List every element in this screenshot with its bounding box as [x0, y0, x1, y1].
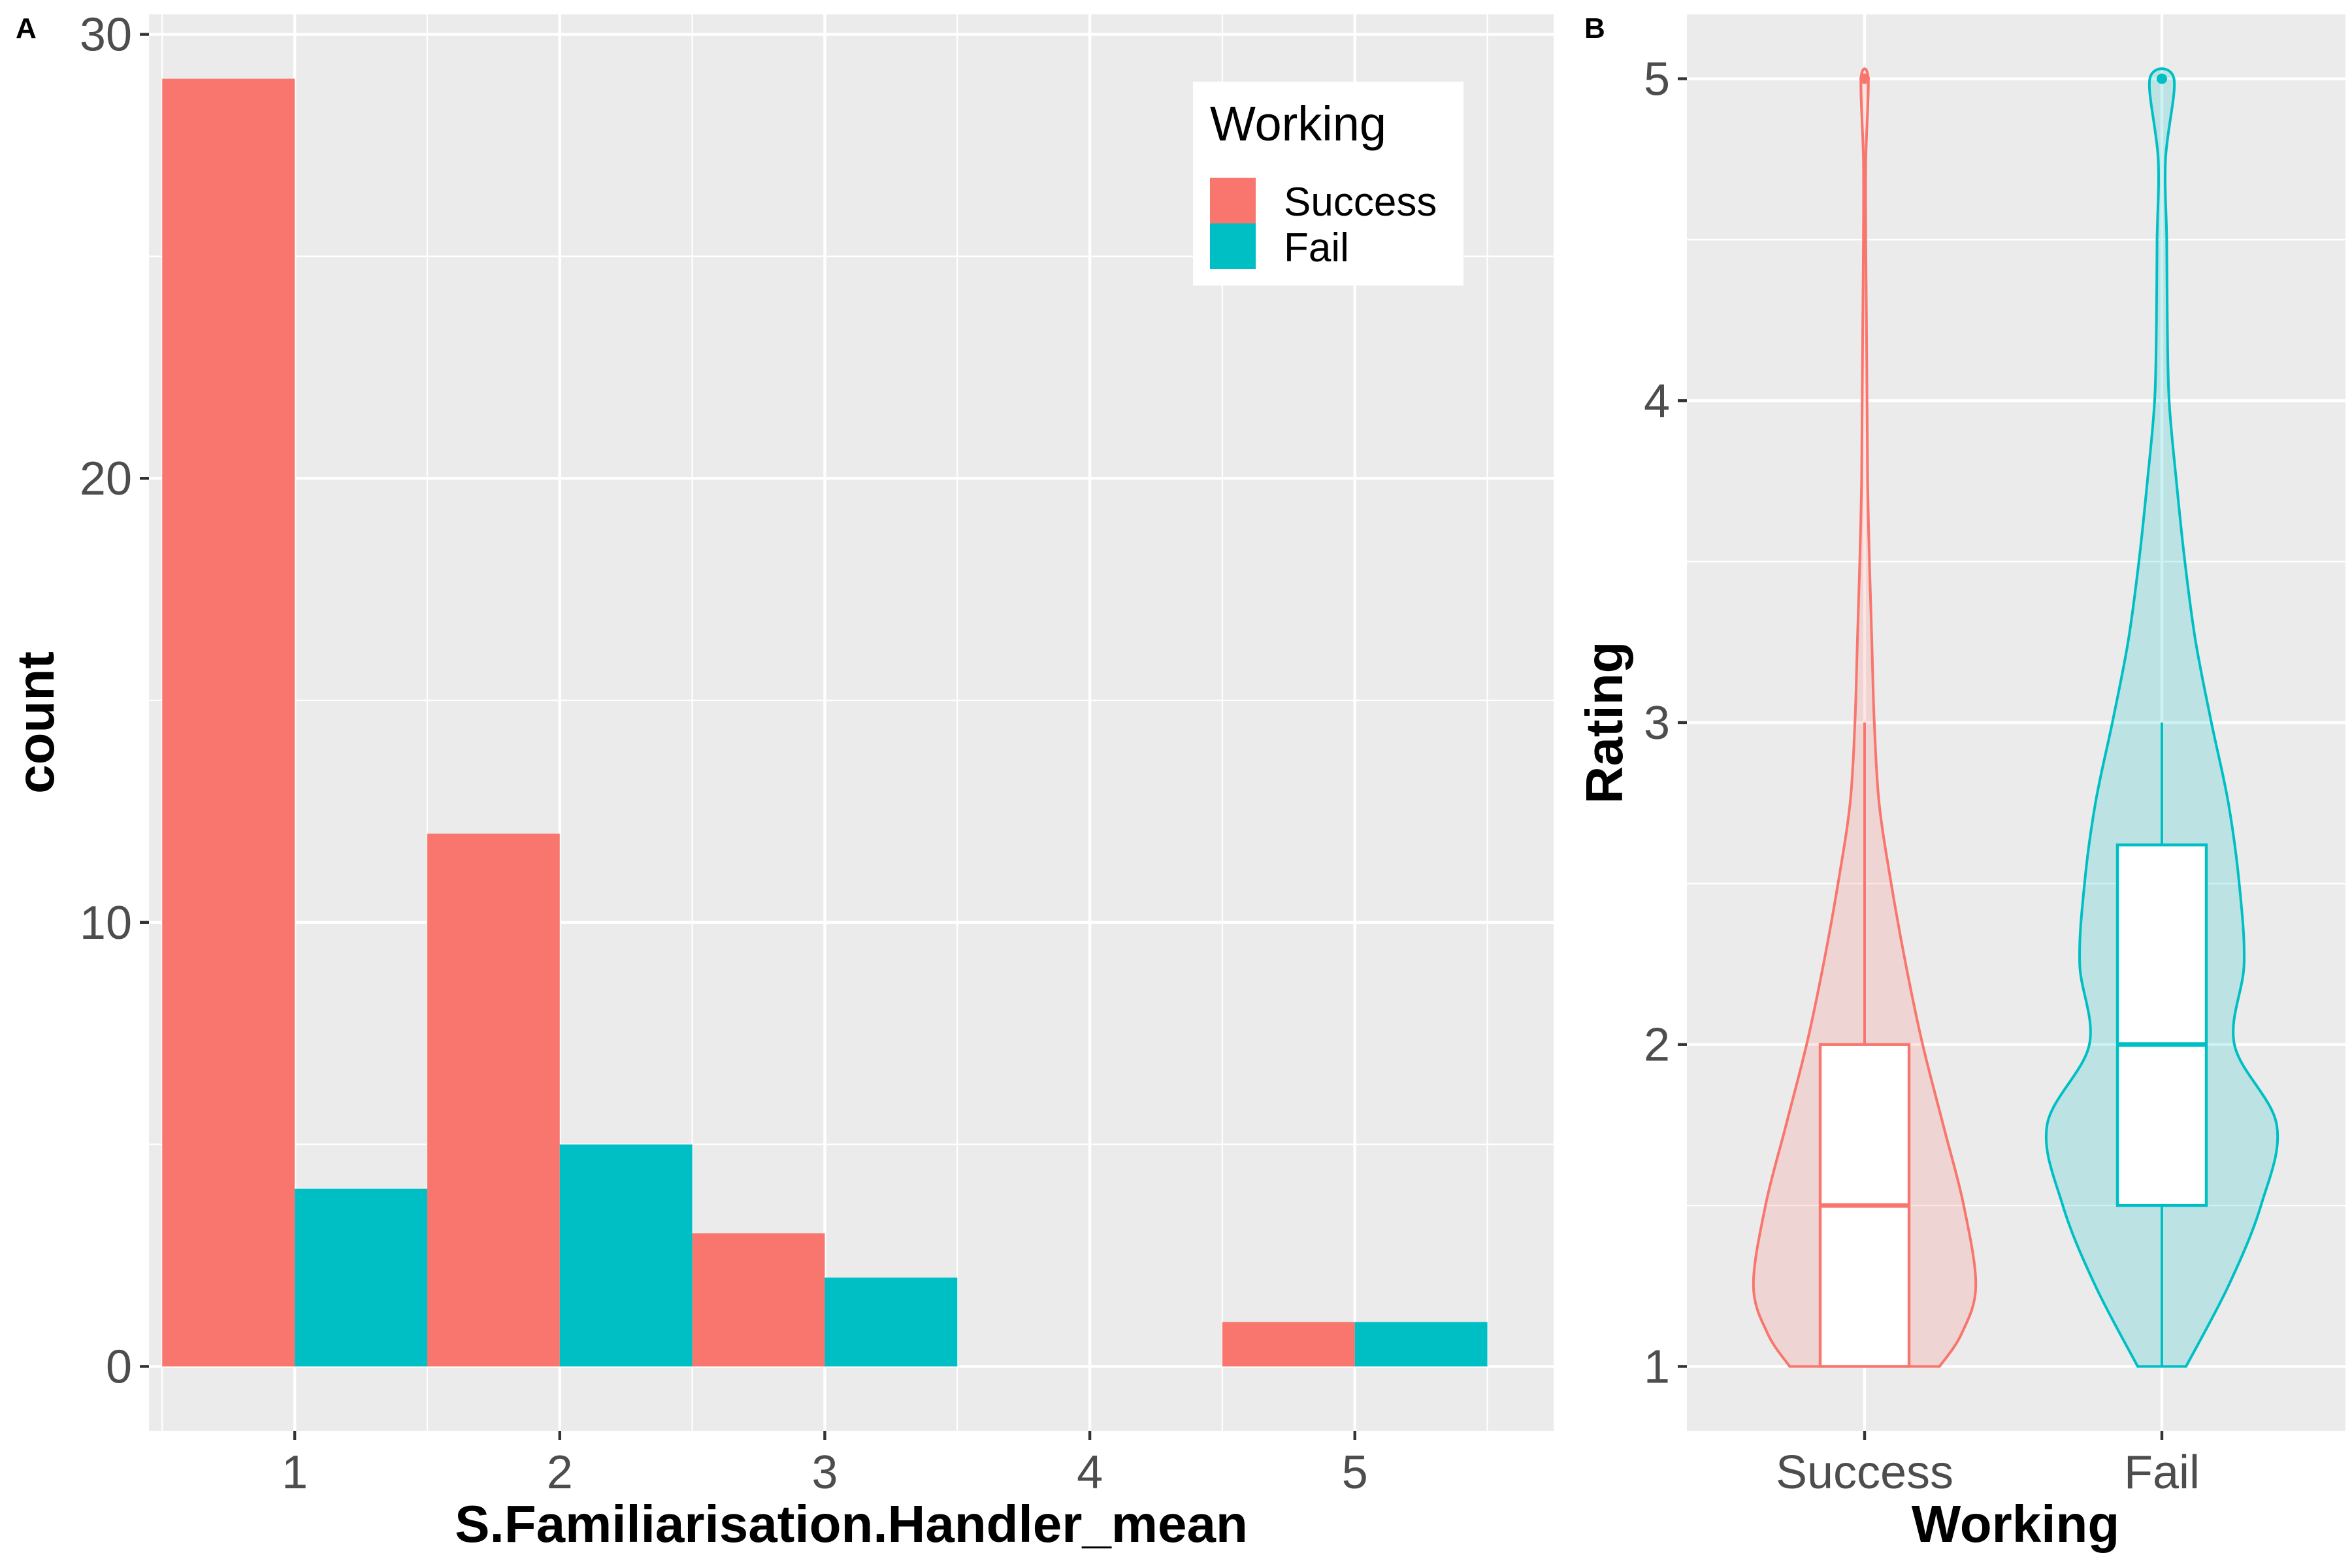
panel-b-letter: B [1584, 12, 1605, 44]
box-fail [2115, 843, 2208, 1207]
panel-a-gridlines [149, 14, 1554, 1431]
panel-b-y-tick-label: 5 [1644, 54, 1670, 106]
panel-b-axes: 1 2 3 4 5 Success Fail [1644, 54, 2200, 1499]
panel-b-y-tick-label: 4 [1644, 375, 1670, 427]
panel-a-y-axis-title: count [7, 651, 65, 794]
bar-fail-x1 [295, 1188, 427, 1367]
legend-title: Working [1210, 97, 1386, 151]
panel-a-y-tick-label: 30 [80, 9, 132, 61]
bar-fail-x2 [559, 1144, 693, 1367]
bar-success-x1 [162, 78, 295, 1367]
panel-a-x-tick-label: 5 [1342, 1446, 1368, 1499]
panel-b-x-tick-label: Success [1776, 1446, 1953, 1499]
panel-a-x-axis-title: S.Familiarisation.Handler_mean [455, 1495, 1248, 1553]
panel-b-x-axis-title: Working [1912, 1495, 2120, 1553]
legend-key-success [1210, 178, 1256, 223]
panel-a-axes: 0 10 20 30 1 2 3 4 5 [80, 9, 1368, 1499]
outlier-fail [2157, 73, 2167, 84]
panel-b-y-tick-label: 2 [1644, 1019, 1670, 1071]
panel-b: B 1 2 3 4 5 Success Fail Working Rating [1575, 12, 2345, 1553]
panel-a-x-tick-label: 4 [1077, 1446, 1103, 1499]
panel-a-y-tick-label: 20 [80, 453, 132, 505]
bar-fail-x3 [825, 1277, 958, 1367]
panel-a-y-tick-label: 0 [106, 1341, 132, 1393]
bar-success-x3 [692, 1233, 825, 1367]
panel-b-y-tick-label: 3 [1644, 697, 1670, 749]
bar-success-x5 [1222, 1322, 1355, 1367]
violin-success [1752, 67, 1978, 1368]
outlier-success [1859, 73, 1870, 84]
legend-key-fail [1210, 223, 1256, 269]
legend-label-success: Success [1284, 180, 1437, 225]
violin-fail [2044, 67, 2279, 1368]
panel-a: A 0 10 20 30 1 2 3 4 5 S.Familiarisation.Handler… [7, 9, 1554, 1553]
panel-a-x-tick-label: 3 [811, 1446, 838, 1499]
panel-a-bars [162, 78, 1488, 1367]
legend-label-fail: Fail [1284, 225, 1349, 270]
panel-b-x-tick-label: Fail [2124, 1446, 2200, 1499]
panel-a-y-tick-label: 10 [80, 897, 132, 949]
panel-b-y-axis-title: Rating [1575, 642, 1633, 804]
bar-success-x2 [427, 833, 560, 1367]
bar-fail-x5 [1354, 1322, 1488, 1367]
panel-b-y-tick-label: 1 [1644, 1341, 1670, 1393]
panel-a-legend: Working Success Fail [1193, 82, 1463, 286]
panel-a-letter: A [16, 12, 37, 44]
panel-b-violins [1752, 67, 2279, 1368]
panel-a-x-tick-label: 1 [282, 1446, 308, 1499]
panel-a-x-tick-label: 2 [547, 1446, 573, 1499]
